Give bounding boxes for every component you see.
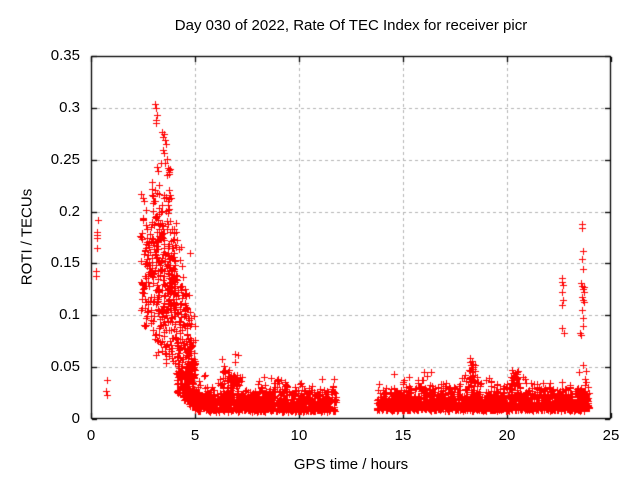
x-tick-label: 15: [394, 427, 412, 444]
y-tick-label: 0: [71, 410, 80, 427]
y-tick-label: 0.1: [59, 306, 80, 324]
x-tick-label: 10: [290, 427, 308, 444]
y-tick-label: 0.35: [50, 47, 80, 64]
chart-title: Day 030 of 2022, Rate Of TEC Index for r…: [174, 17, 528, 34]
y-tick-label: 0.15: [50, 254, 80, 272]
y-tick-label: 0.25: [50, 150, 80, 168]
y-tick-label: 0.2: [59, 202, 80, 220]
x-tick-label: 5: [190, 427, 200, 444]
x-tick-label: 20: [498, 427, 516, 444]
x-tick-label: 0: [86, 427, 96, 444]
x-axis-label: GPS time / hours: [293, 456, 409, 473]
y-tick-label: 0.05: [50, 358, 80, 376]
y-tick-label: 0.3: [59, 98, 80, 116]
x-tick-label: 25: [602, 427, 620, 444]
